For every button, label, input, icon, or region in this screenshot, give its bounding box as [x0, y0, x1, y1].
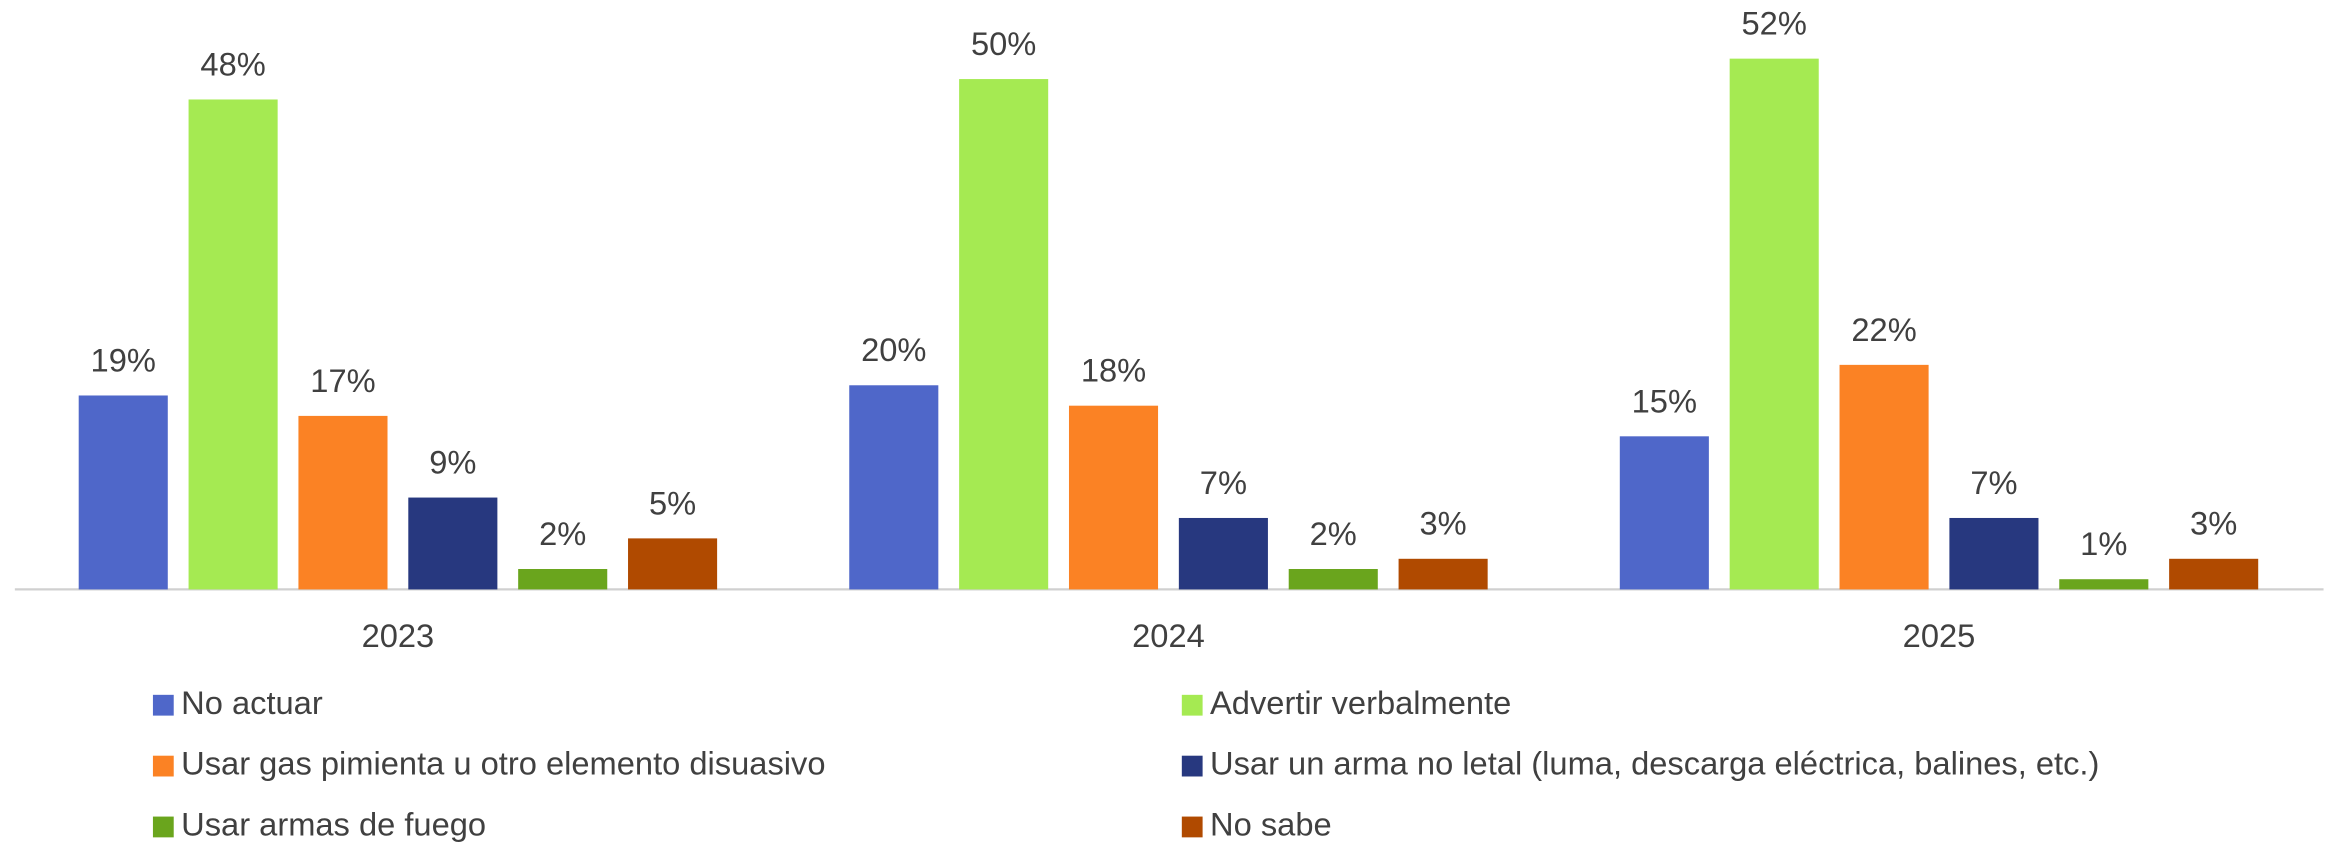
data-label: 17% — [310, 362, 375, 399]
legend-label: Usar un arma no letal (luma, descarga el… — [1210, 745, 2099, 782]
data-label: 18% — [1081, 352, 1146, 389]
legend-label: Usar armas de fuego — [181, 806, 486, 843]
x-tick-label: 2023 — [362, 617, 435, 654]
data-label: 3% — [1420, 505, 1467, 542]
bar — [2169, 558, 2259, 590]
bar — [849, 385, 939, 590]
data-label: 2% — [1310, 515, 1357, 552]
data-label: 52% — [1742, 5, 1807, 42]
bar — [298, 415, 388, 590]
legend-swatch — [1181, 755, 1203, 777]
data-label: 19% — [91, 341, 156, 378]
bar — [1398, 558, 1488, 590]
bar — [1839, 364, 1929, 590]
bar — [518, 569, 608, 590]
data-label: 9% — [429, 444, 476, 481]
legend-swatch — [152, 816, 174, 838]
data-label: 2% — [539, 515, 586, 552]
legend-swatch — [1181, 816, 1203, 838]
bar — [1729, 58, 1819, 590]
legend-label: No actuar — [181, 684, 323, 721]
bar — [2059, 579, 2149, 590]
legend-swatch — [152, 755, 174, 777]
bar — [1068, 405, 1159, 590]
bar — [78, 395, 168, 590]
x-tick-label: 2024 — [1132, 617, 1205, 654]
legend-label: Advertir verbalmente — [1210, 684, 1511, 721]
bar — [1288, 569, 1378, 590]
data-label: 22% — [1851, 311, 1916, 348]
data-label: 7% — [1200, 464, 1247, 501]
data-label: 48% — [200, 45, 265, 82]
legend-swatch — [1181, 694, 1203, 716]
bar — [1178, 517, 1268, 590]
legend-label: Usar gas pimienta u otro elemento disuas… — [181, 745, 825, 782]
data-label: 15% — [1632, 382, 1697, 419]
bar — [408, 497, 498, 590]
legend-swatch — [152, 694, 174, 716]
data-label: 50% — [971, 25, 1036, 62]
bar — [1619, 436, 1709, 590]
x-tick-label: 2025 — [1903, 617, 1976, 654]
bar — [1949, 517, 2039, 590]
data-label: 20% — [861, 331, 926, 368]
bar — [628, 538, 718, 590]
bar — [959, 79, 1049, 590]
legend-label: No sabe — [1210, 806, 1332, 843]
data-label: 1% — [2080, 525, 2127, 562]
bar — [188, 99, 278, 590]
data-label: 5% — [649, 484, 696, 521]
data-label: 3% — [2190, 505, 2237, 542]
data-label: 7% — [1970, 464, 2017, 501]
